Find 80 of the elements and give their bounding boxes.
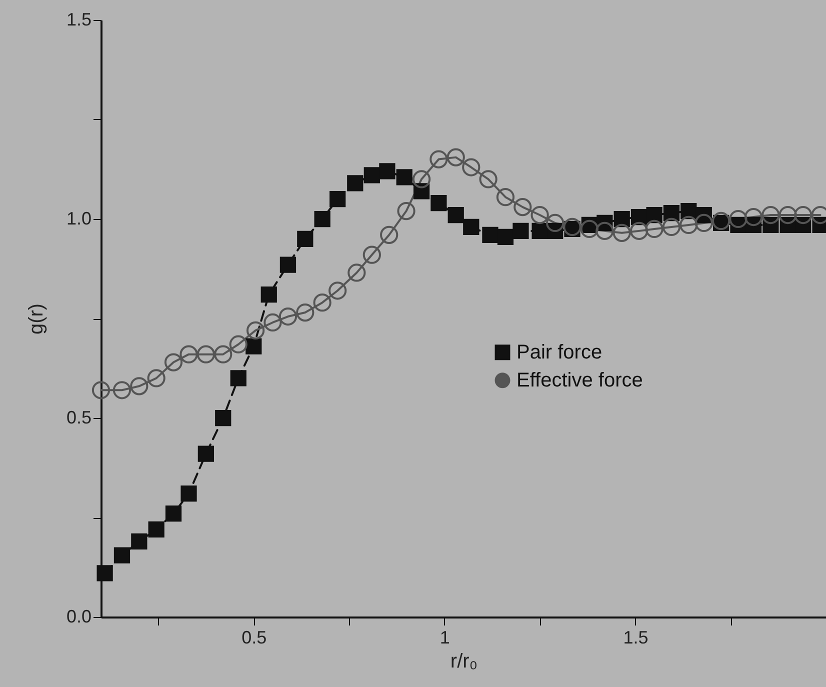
point (280, 256, 296, 273)
point (645, 220, 664, 238)
point (130, 377, 148, 396)
point (165, 505, 182, 522)
point (214, 345, 232, 364)
point (396, 169, 412, 186)
legend-label: Effective force (516, 369, 643, 392)
point (114, 547, 130, 564)
y-tick-label: 0.5 (66, 408, 92, 428)
point (496, 188, 515, 206)
point (580, 220, 598, 238)
point (680, 216, 698, 234)
point (246, 338, 262, 354)
point (148, 521, 164, 538)
point (180, 486, 197, 502)
point (92, 381, 110, 400)
point (264, 313, 282, 332)
y-axis-title: g(r) (25, 303, 48, 335)
point (430, 195, 447, 212)
point (412, 170, 431, 188)
point (229, 335, 248, 354)
point (364, 167, 380, 184)
point (482, 226, 498, 243)
point (314, 210, 330, 228)
point (630, 222, 648, 240)
point (297, 230, 314, 247)
point (164, 353, 183, 372)
point (794, 206, 812, 224)
x-axis-title: r/r₀ (450, 650, 478, 672)
point (180, 345, 198, 364)
point (430, 150, 448, 168)
point (662, 218, 681, 236)
point (230, 370, 246, 386)
point (530, 206, 549, 224)
point (397, 202, 416, 220)
point (215, 410, 232, 426)
point (379, 163, 396, 180)
point (778, 206, 797, 224)
y-tick-label: 1.5 (66, 10, 92, 30)
point (380, 226, 398, 244)
legend-label: Pair force (516, 341, 602, 364)
point (328, 282, 347, 300)
point (729, 210, 748, 228)
point (296, 303, 314, 322)
point (147, 369, 166, 388)
point (260, 286, 277, 303)
point (479, 170, 498, 188)
x-tick-label: 0.5 (242, 628, 267, 648)
point (563, 218, 582, 236)
point (278, 307, 298, 326)
point (348, 264, 366, 282)
point (463, 218, 480, 236)
y-tick-label: 0.0 (66, 606, 92, 626)
point (512, 222, 529, 240)
point (330, 191, 346, 208)
point (612, 224, 631, 242)
x-tick-label: 1 (440, 628, 450, 648)
point (198, 446, 214, 462)
point (446, 148, 465, 166)
x-tick-label: 1.5 (623, 628, 648, 648)
y-tick-label: 1.0 (66, 208, 92, 228)
point (96, 565, 113, 582)
point (514, 198, 532, 216)
point (462, 158, 480, 176)
point (196, 345, 215, 364)
point (313, 294, 332, 312)
point (448, 206, 464, 224)
point (347, 175, 364, 192)
point (596, 222, 614, 240)
point (744, 208, 763, 226)
point (497, 228, 514, 245)
point (762, 206, 780, 224)
point (694, 214, 713, 232)
point (112, 381, 132, 400)
point (246, 321, 265, 340)
point (131, 533, 148, 550)
point (712, 212, 730, 230)
point (546, 214, 564, 232)
point (362, 246, 381, 264)
point (646, 206, 662, 224)
